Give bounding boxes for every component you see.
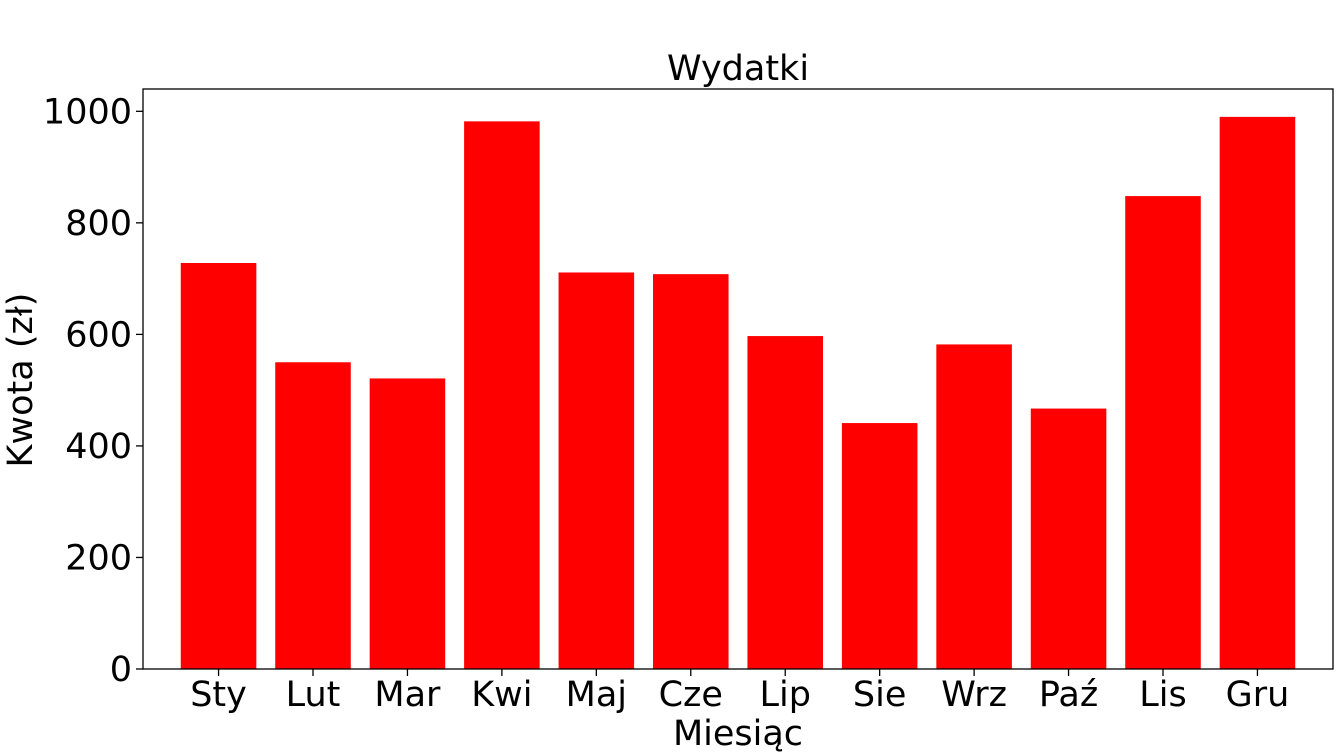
bar-Mar [369,378,446,669]
bar-Kwi [464,121,540,670]
bar-Wrz [936,344,1012,669]
y-axis-title: Kwota (zł) [1,293,41,468]
x-tick-label: Lis [1139,675,1186,715]
bar-Sie [841,423,918,669]
x-axis-title: Miesiąc [673,714,803,752]
x-tick-label: Cze [659,675,723,715]
x-tick-label: Lut [286,675,341,715]
x-tick-label: Sty [190,675,247,715]
bars-group [180,116,1296,670]
x-tick-label: Sie [853,675,906,715]
y-tick-label: 800 [65,204,132,244]
bar-Gru [1219,116,1296,669]
chart-title: Wydatki [667,49,809,89]
x-tick-label: Kwi [471,675,532,715]
y-tick-label: 200 [65,538,132,578]
y-tick-label: 400 [65,427,132,467]
y-tick-label: 0 [110,650,132,690]
bar-Maj [558,272,635,669]
y-axis-ticks: 0 200 400 600 800 1000 [43,92,143,690]
bar-Paź [1030,408,1107,669]
x-tick-label: Maj [566,675,627,715]
x-tick-label: Mar [374,675,441,715]
x-tick-label: Paź [1039,675,1098,715]
x-tick-label: Gru [1226,675,1290,715]
bar-Sty [180,263,257,669]
x-tick-label: Lip [759,675,810,715]
bar-Lis [1125,196,1201,669]
y-tick-label: 1000 [43,92,132,132]
bar-Cze [653,274,729,669]
bar-Lut [275,362,351,669]
y-tick-label: 600 [65,315,132,355]
x-axis-ticks: Sty Lut Mar Kwi Maj Cze Lip Sie Wrz Paź Lis Gru [190,669,1289,715]
plot-frame [142,88,1334,670]
x-tick-label: Wrz [941,675,1007,715]
bar-Lip [747,336,823,669]
